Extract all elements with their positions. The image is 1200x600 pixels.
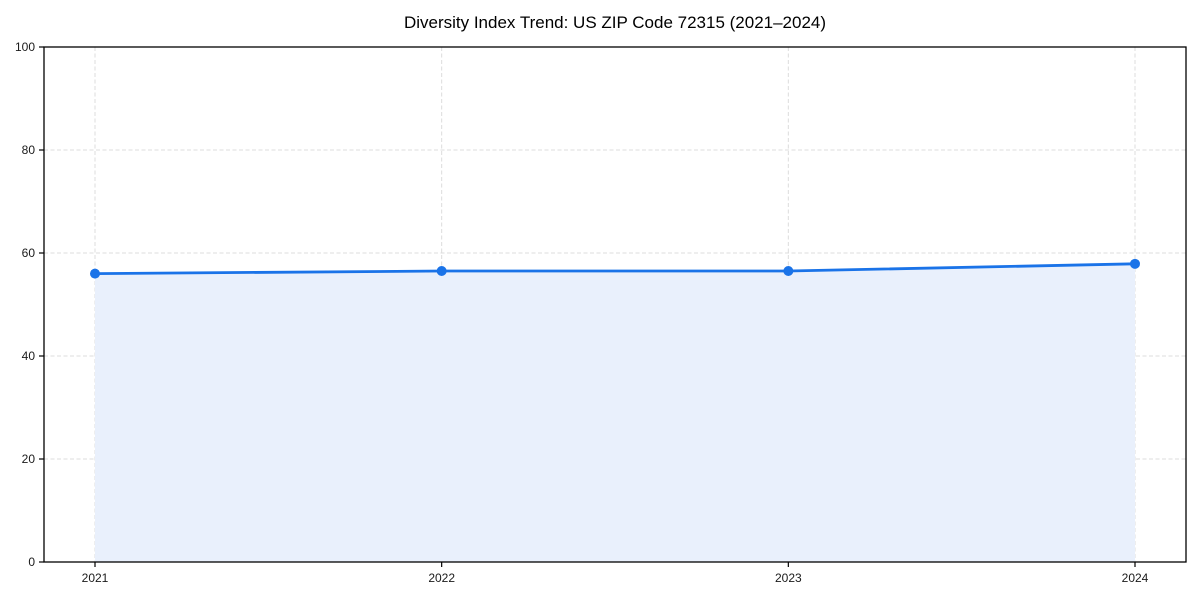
data-line (93, 262, 1137, 276)
y-tick-label: 100 (15, 40, 35, 54)
x-tick-label: 2023 (775, 571, 802, 585)
plot-border (43, 46, 1187, 563)
y-tick-label: 0 (28, 555, 35, 569)
x-tick-label: 2022 (428, 571, 455, 585)
data-points-layer (90, 258, 1140, 279)
data-point (436, 266, 447, 277)
y-tick-label: 20 (22, 452, 36, 466)
y-axis: 0 20 40 60 80 100 (15, 40, 44, 569)
y-tick-label: 40 (22, 349, 36, 363)
y-tick-label: 80 (22, 143, 36, 157)
data-point (783, 266, 794, 277)
x-tick-label: 2024 (1122, 571, 1149, 585)
x-axis: 2021 2022 2023 2024 (82, 562, 1149, 585)
y-tick-label: 60 (22, 246, 36, 260)
area-fill (95, 263, 1135, 562)
data-point (90, 268, 100, 279)
chart-title: Diversity Index Trend: US ZIP Code 72315… (403, 13, 827, 32)
x-tick-label: 2021 (82, 571, 109, 585)
data-point (1130, 258, 1140, 269)
